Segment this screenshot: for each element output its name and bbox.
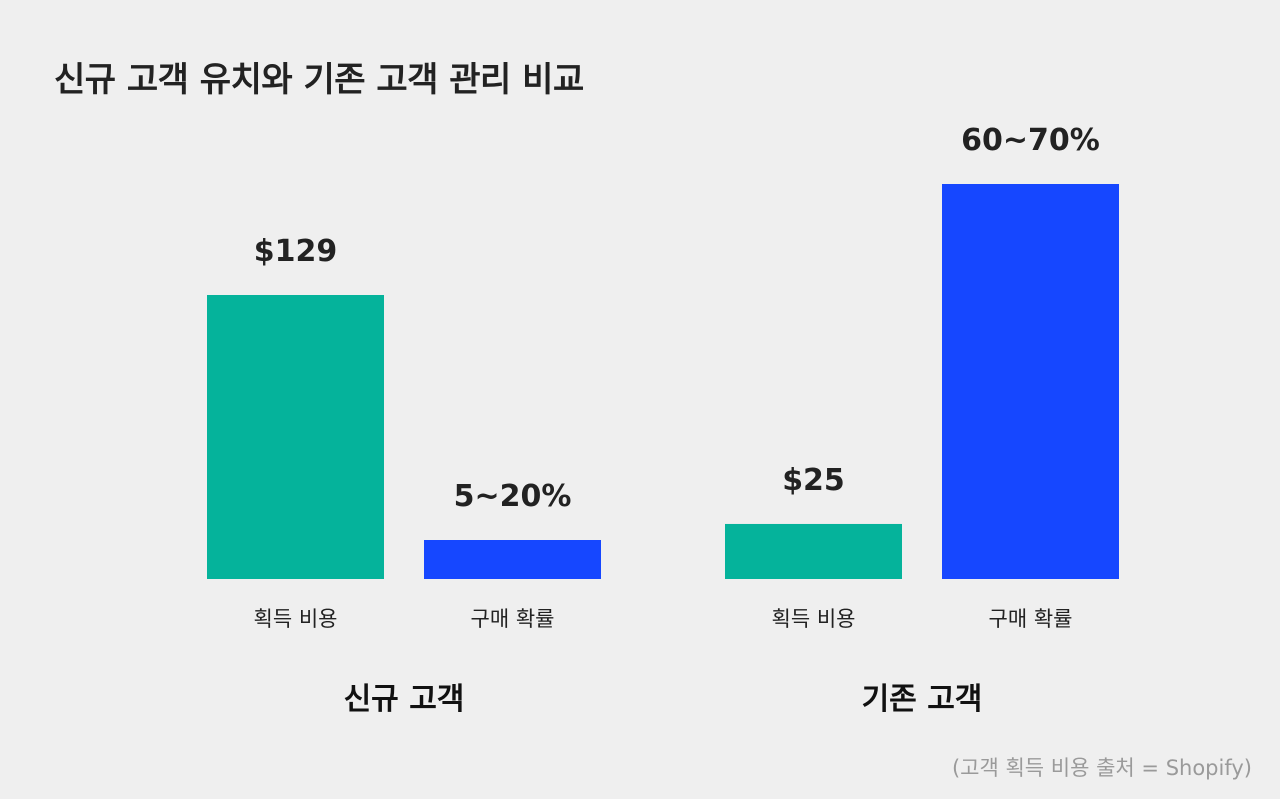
bar-purchase-probability — [942, 184, 1119, 579]
group-label: 신규 고객 — [344, 682, 465, 717]
category-label: 구매 확률 — [471, 607, 555, 631]
category-label: 구매 확률 — [989, 607, 1073, 631]
data-label: $25 — [782, 463, 845, 498]
category-label: 획득 비용 — [254, 607, 338, 631]
source-note: (고객 획득 비용 출처 = Shopify) — [951, 756, 1252, 780]
data-label: $129 — [254, 234, 338, 269]
bar-acquisition-cost — [207, 295, 384, 579]
bar-acquisition-cost — [725, 523, 902, 579]
data-label: 5~20% — [454, 479, 572, 514]
category-label: 획득 비용 — [772, 607, 856, 631]
bar-purchase-probability — [424, 540, 601, 579]
chart-title: 신규 고객 유치와 기존 고객 관리 비교 — [54, 60, 584, 100]
group-label: 기존 고객 — [862, 682, 983, 717]
data-label: 60~70% — [961, 123, 1100, 158]
